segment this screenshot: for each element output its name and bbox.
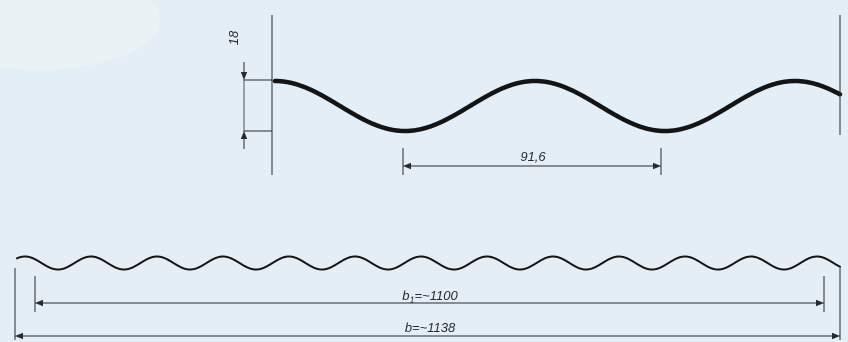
- height-label: 18: [226, 30, 241, 45]
- full-sheet-wave-profile: [16, 255, 841, 271]
- pitch-label: 91,6: [520, 149, 546, 164]
- background-highlight: [0, 0, 160, 70]
- effective-width-label-sub: 1: [410, 295, 415, 305]
- detail-wave-profile: [272, 78, 843, 134]
- effective-width-label: b1=~1100: [402, 288, 458, 305]
- effective-width-label-main: b: [402, 288, 409, 303]
- total-width-label: b=~1138: [405, 320, 456, 335]
- effective-width-label-rest: =~1100: [415, 288, 459, 303]
